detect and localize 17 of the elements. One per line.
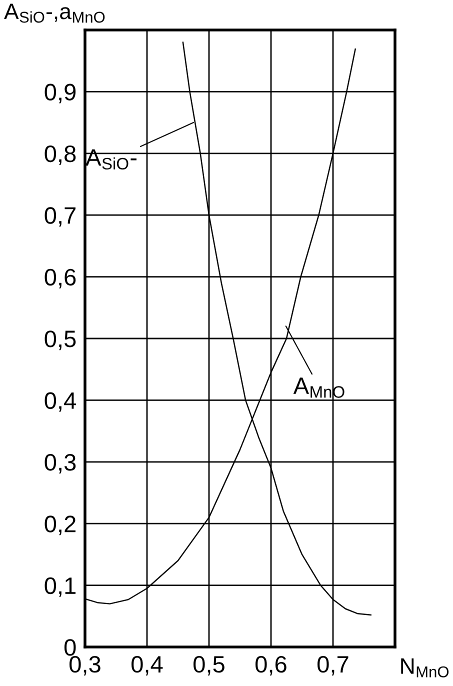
- x-axis-title: N$_{MnO}$: [401, 658, 449, 678]
- x-tick-label: 0,6: [256, 656, 286, 676]
- y-tick-label: 0,4: [44, 392, 76, 412]
- y-axis-title: A$_{SiO}$-,a$_{MnO}$: [4, 4, 105, 23]
- x-tick-label: 0,5: [194, 656, 224, 676]
- x-tick-label: 0,4: [132, 656, 163, 676]
- y-tick-label: 0,3: [44, 454, 76, 474]
- x-tick-label: 0,7: [318, 656, 348, 676]
- y-tick-label: 0: [64, 639, 76, 656]
- y-tick-label: 0,2: [44, 516, 76, 536]
- y-tick-label: 0,7: [44, 207, 76, 227]
- y-tick-label: 0,6: [44, 268, 76, 288]
- y-tick-label: 0,5: [44, 330, 76, 350]
- y-tick-label: 0,8: [44, 145, 76, 165]
- y-tick-label: 0,1: [44, 577, 76, 597]
- x-tick-label: 0,3: [70, 656, 100, 676]
- y-tick-label: 0,9: [44, 84, 76, 104]
